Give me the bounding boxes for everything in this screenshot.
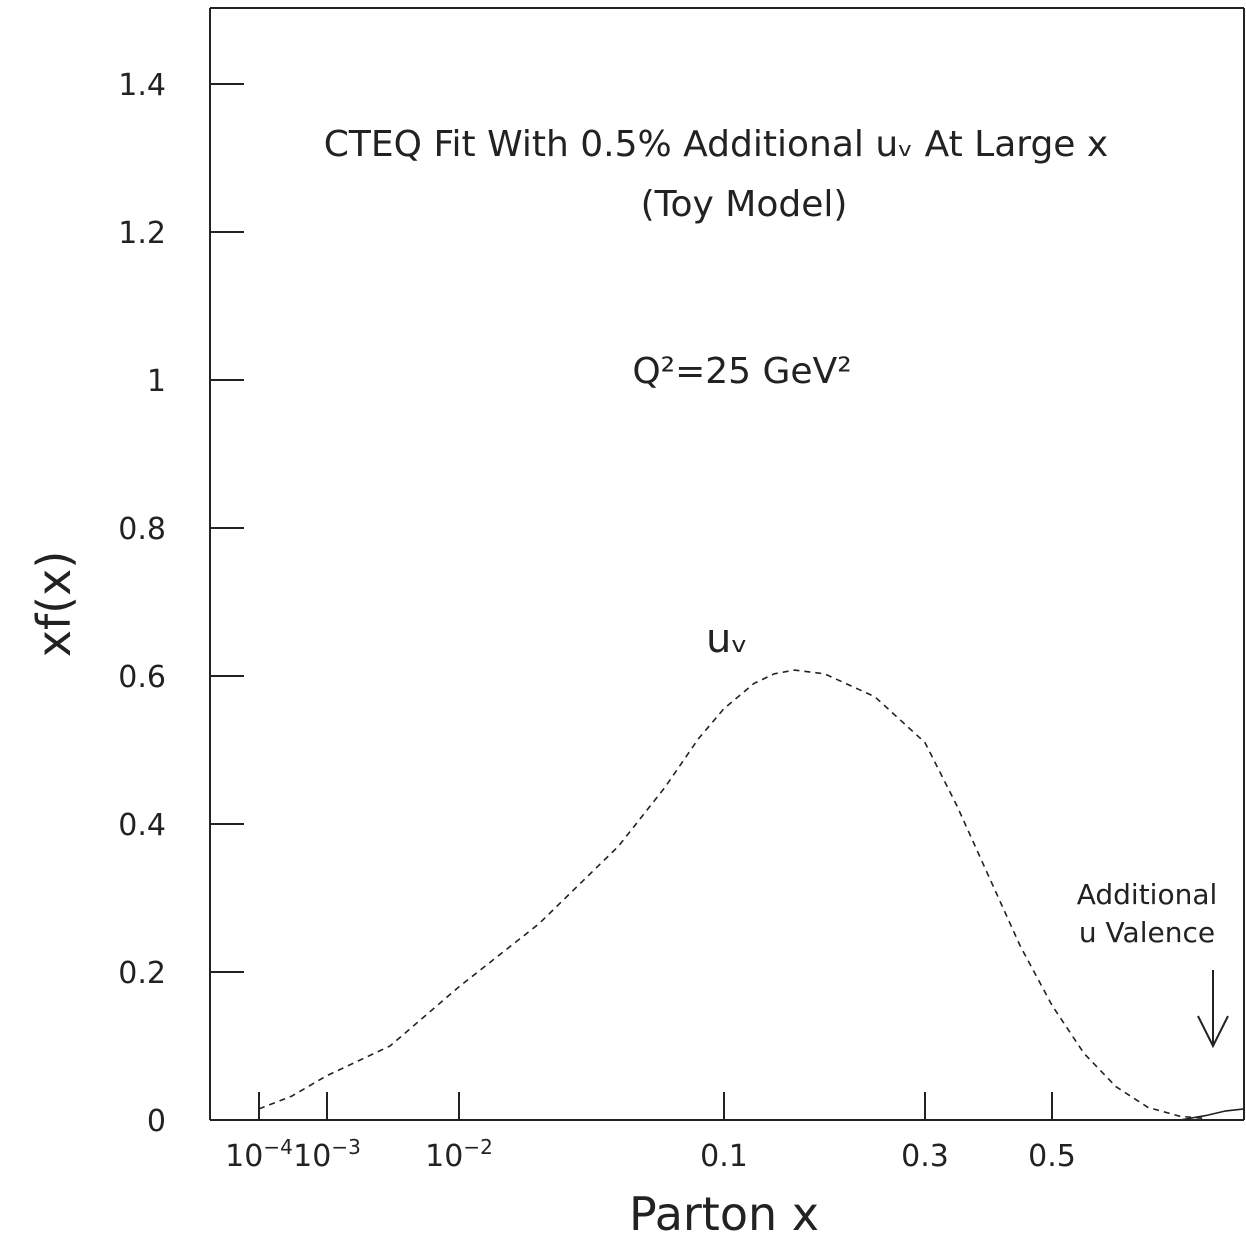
x-tick-exponent: −3: [331, 1135, 360, 1159]
x-tick-label: 0.3: [901, 1139, 949, 1174]
y-tick-label: 0.2: [118, 956, 166, 991]
series-layer: [258, 669, 1245, 1121]
y-tick-label: 1.4: [118, 68, 166, 103]
x-tick-label: 10−3: [293, 1135, 361, 1174]
x-tick-base: 10: [425, 1139, 463, 1174]
x-tick-label: 0.5: [1028, 1139, 1076, 1174]
series-additional-valence-line: [1179, 1108, 1245, 1121]
y-axis-title: xf(x): [27, 551, 81, 658]
x-axis-title: Parton x: [629, 1187, 819, 1240]
x-tick-base: 10: [293, 1139, 331, 1174]
scale-label: Q²=25 GeV²: [632, 351, 851, 392]
x-tick-label: 10−2: [425, 1135, 493, 1174]
y-tick-label: 0.8: [118, 512, 166, 547]
additional-label-line1: Additional: [1077, 878, 1218, 911]
x-tick-label: 0.1: [700, 1139, 748, 1174]
x-tick-label: 10−4: [225, 1135, 293, 1174]
x-tick-base: 10: [225, 1139, 263, 1174]
x-ticks: 10−4 10−3 10−2 0.1 0.3 0.5: [225, 1092, 1076, 1174]
series-uv-dashed-line: [258, 669, 1206, 1120]
chart-title: CTEQ Fit With 0.5% Additional uᵥ At Larg…: [324, 124, 1108, 165]
y-tick-label: 1.2: [118, 216, 166, 251]
y-tick-label: 0.4: [118, 808, 166, 843]
y-tick-label: 1: [147, 364, 166, 399]
additional-label-line2: u Valence: [1079, 916, 1215, 949]
down-arrow-icon: [1197, 970, 1229, 1049]
curve-label: uᵥ: [706, 616, 748, 662]
y-tick-label: 0: [147, 1104, 166, 1139]
x-tick-exponent: −4: [263, 1135, 292, 1159]
y-tick-label: 0.6: [118, 660, 166, 695]
y-ticks: 0 0.2 0.4 0.6 0.8 1 1.2 1.4: [118, 68, 244, 1139]
chart-subtitle: (Toy Model): [641, 184, 848, 225]
x-tick-exponent: −2: [463, 1135, 492, 1159]
